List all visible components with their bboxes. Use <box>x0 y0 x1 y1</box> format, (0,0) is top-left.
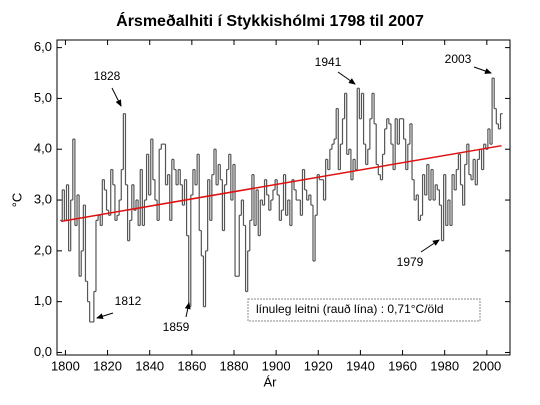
y-tick-label: 4,0 <box>34 141 52 156</box>
x-tick-label: 1800 <box>51 358 80 373</box>
annotation: 2003 <box>445 52 472 66</box>
x-tick-label: 2000 <box>472 358 501 373</box>
x-tick-label: 1900 <box>262 358 291 373</box>
y-tick-label: 5,0 <box>34 90 52 105</box>
plot-frame <box>56 39 511 356</box>
trend-line <box>61 144 502 223</box>
trend-box <box>247 298 481 322</box>
x-axis-label: Ár <box>264 374 278 389</box>
annotation: 1941 <box>315 55 342 69</box>
y-tick-label: 2,0 <box>34 242 52 257</box>
chart-title: Ársmeðalhiti í Stykkishólmi 1798 til 200… <box>116 11 424 30</box>
y-axis-label: °C <box>9 193 24 208</box>
annotation-arrow <box>337 71 356 85</box>
y-tick-label: 1,0 <box>34 293 52 308</box>
x-tick-label: 1940 <box>346 358 375 373</box>
annotation-arrow <box>96 312 114 320</box>
annotation: 1859 <box>163 320 190 334</box>
annotation: 1812 <box>115 294 142 308</box>
y-tick-label: 6,0 <box>34 39 52 54</box>
x-tick-label: 1880 <box>220 358 249 373</box>
x-tick-label: 1840 <box>135 358 164 373</box>
annotation: 1828 <box>94 69 121 83</box>
x-tick-label: 1820 <box>93 358 122 373</box>
annotation-arrow <box>473 66 492 74</box>
x-tick-label: 1860 <box>177 358 206 373</box>
trend-label: línuleg leitni (rauð lína) : 0,71°C/öld <box>256 302 444 316</box>
annotation-arrow <box>184 302 191 318</box>
x-tick-label: 1960 <box>388 358 417 373</box>
annotation: 1979 <box>397 255 424 269</box>
annotation-arrow <box>420 239 440 253</box>
y-tick-label: 3,0 <box>34 191 52 206</box>
x-tick-label: 1980 <box>430 358 459 373</box>
x-tick-label: 1920 <box>304 358 333 373</box>
annotation-arrow <box>111 87 122 107</box>
y-tick-label: 0,0 <box>34 344 52 359</box>
